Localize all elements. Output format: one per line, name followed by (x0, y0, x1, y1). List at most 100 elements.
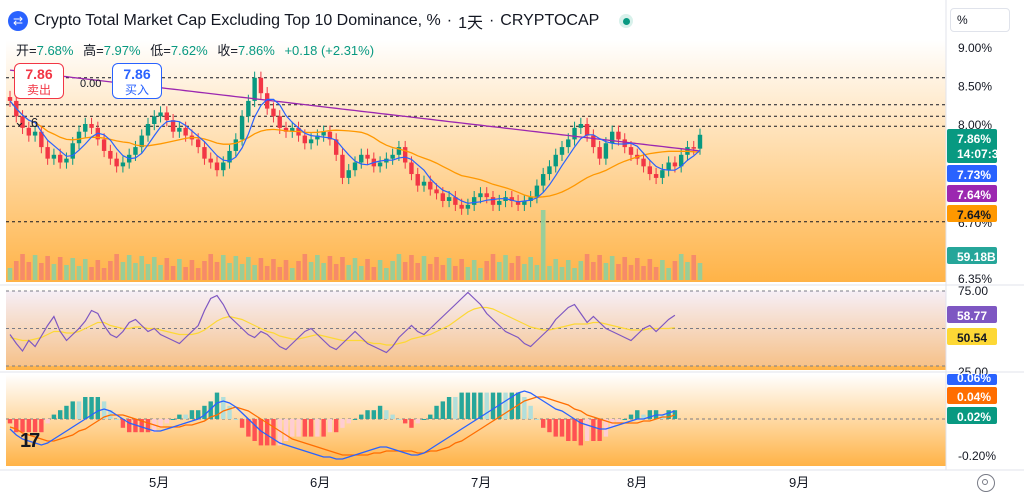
macd-hist-bar (509, 392, 515, 419)
macd-hist-bar (522, 397, 527, 419)
time-axis-label: 8月 (627, 475, 647, 490)
volume-bar (120, 262, 126, 280)
macd-hist-bar (208, 401, 213, 419)
candle-body (139, 135, 144, 148)
volume-bar (384, 268, 389, 280)
macd-hist-bar (559, 419, 565, 437)
volume-bar (572, 268, 577, 280)
candle-body (641, 158, 646, 167)
macd-hist-bar (371, 410, 377, 419)
macd-hist-bar (453, 397, 458, 419)
macd-hist-bar (390, 414, 395, 419)
volume-bar (597, 255, 602, 280)
macd-hist-bar (503, 392, 508, 419)
gear-icon[interactable] (977, 474, 995, 492)
volume-bar (340, 257, 345, 280)
volume-bar (678, 254, 684, 280)
candle-body (497, 201, 502, 205)
candle-body (352, 162, 358, 171)
symbol-header[interactable]: ⇄ Crypto Total Market Cap Excluding Top … (8, 9, 634, 33)
macd-hist-bar (283, 419, 289, 441)
macd-hist-bar (214, 392, 220, 419)
candle-body (522, 201, 527, 205)
candle-body (321, 131, 326, 136)
market-status-icon[interactable] (619, 14, 634, 28)
macd-hist-bar (277, 419, 282, 446)
candle-body (465, 204, 471, 209)
ma-purple-tag-bg (947, 185, 997, 202)
volume-bar (697, 263, 703, 280)
volume-bar (616, 264, 621, 280)
candle-body (108, 150, 113, 159)
candle-body (553, 154, 558, 167)
volume-bar (490, 254, 496, 280)
close-value: 7.86% (237, 43, 275, 58)
candle-body (177, 127, 182, 132)
macd-hist-bar (70, 401, 75, 419)
volume-bar (246, 257, 251, 280)
candle-body (660, 170, 665, 178)
candle-body (51, 154, 57, 159)
macd-hist-bar (139, 419, 144, 433)
volume-bar (333, 264, 339, 280)
macd-hist-bar (409, 419, 414, 428)
macd-hist-bar (32, 419, 38, 433)
ma-orange-tag-bg (947, 205, 997, 222)
volume-bar (32, 255, 38, 280)
macd-hist-bar (547, 419, 552, 433)
candle-body (622, 139, 627, 148)
scale-percent-button[interactable]: % (950, 8, 1010, 32)
macd-hist-bar (239, 419, 245, 428)
macd-hist-bar (584, 419, 590, 441)
volume-bar (522, 264, 527, 280)
macd-hist-bar (359, 414, 364, 419)
candle-body (515, 201, 521, 205)
volume-bar (453, 266, 458, 280)
buy-button[interactable]: 7.86 买入 (112, 63, 162, 99)
candle-body (609, 131, 615, 144)
macd-hist-bar (528, 405, 533, 419)
candle-body (409, 162, 414, 175)
interval-label[interactable]: 1天 (458, 15, 483, 32)
volume-bar (126, 255, 132, 280)
candle-body (390, 154, 395, 159)
macd-hist-bar (126, 419, 132, 433)
candle-body (26, 127, 32, 136)
histogram-tag: 0.02% (957, 410, 991, 424)
macd-hist-bar (95, 397, 101, 419)
macd-hist-bar (421, 419, 427, 420)
candle-body (133, 147, 138, 155)
candle-body (7, 97, 13, 101)
candle-body (233, 139, 239, 151)
macd-hist-bar (471, 392, 477, 419)
candle-body (57, 154, 63, 163)
volume-bar (421, 256, 427, 280)
volume-bar (402, 262, 408, 280)
volume-bar (503, 255, 508, 280)
macd-hist-bar (51, 414, 57, 419)
price-tick-label: 6.35% (958, 272, 992, 286)
candle-body (214, 162, 220, 171)
macd-hist-bar (591, 419, 596, 441)
candle-body (616, 131, 621, 140)
macd-hist-bar (64, 405, 69, 419)
volume-bar (628, 265, 634, 280)
macd-hist-bar (327, 419, 333, 433)
macd-hist-bar (428, 414, 433, 419)
candle-body (183, 127, 188, 136)
volume-bar (465, 267, 471, 280)
symbol-title: Crypto Total Market Cap Excluding Top 10… (34, 12, 441, 29)
indicators-toggle[interactable]: ⌄ 6 (14, 114, 38, 130)
volume-bar (296, 261, 301, 280)
volume-bar (13, 261, 19, 280)
macd-hist-bar (246, 419, 251, 437)
macd-hist-bar (635, 410, 640, 419)
candle-body (221, 162, 226, 171)
sell-button[interactable]: 7.86 卖出 (14, 63, 64, 99)
candle-body (691, 147, 696, 149)
ma-blue-tag: 7.73% (957, 168, 991, 182)
macd-hist-bar (202, 405, 207, 419)
ma-orange-tag: 7.64% (957, 208, 991, 222)
last-price-tag: 14:07:38 (957, 147, 1005, 161)
